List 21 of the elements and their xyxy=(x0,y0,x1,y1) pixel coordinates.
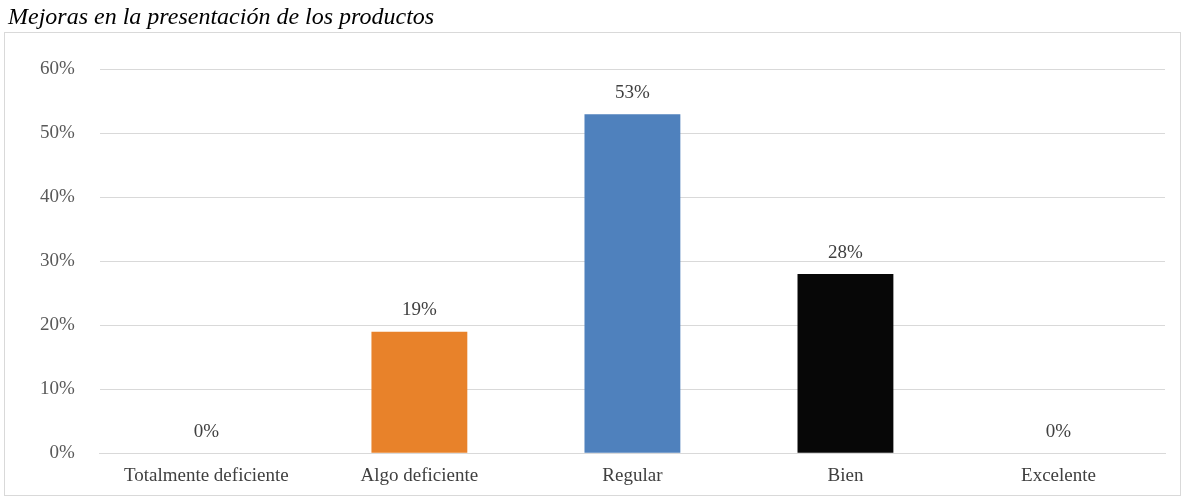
bar xyxy=(371,331,468,453)
bar xyxy=(584,114,681,453)
data-label: 28% xyxy=(828,240,864,262)
y-tick-label: 30% xyxy=(40,249,75,271)
data-label: 53% xyxy=(615,80,650,102)
x-tick-label: Excelente xyxy=(1021,463,1096,485)
data-label: 19% xyxy=(401,298,437,320)
x-tick-label: Algo deficiente xyxy=(360,463,479,485)
y-tick-label: 10% xyxy=(40,377,75,399)
y-tick-label: 60% xyxy=(40,57,75,79)
data-label: 0% xyxy=(193,419,220,441)
x-tick-label: Regular xyxy=(602,463,664,485)
bar xyxy=(797,274,894,453)
y-tick-label: 50% xyxy=(40,121,75,143)
x-tick-label: Bien xyxy=(827,463,864,485)
y-tick-label: 40% xyxy=(40,185,75,207)
y-tick-label: 20% xyxy=(40,313,75,335)
x-tick-label: Totalmente deficiente xyxy=(123,463,289,485)
y-tick-label: 0% xyxy=(49,441,75,463)
chart-title: Mejoras en la presentación de los productos xyxy=(7,2,436,31)
data-label: 0% xyxy=(1045,419,1072,441)
